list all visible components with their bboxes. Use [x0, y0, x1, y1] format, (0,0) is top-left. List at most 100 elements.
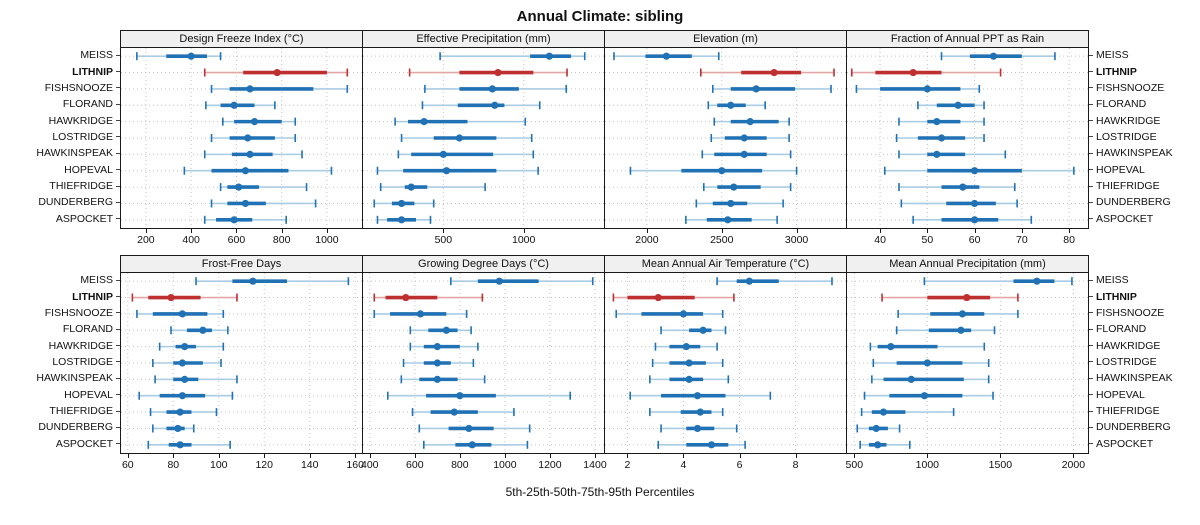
median-dot	[442, 326, 450, 334]
median-dot	[176, 441, 184, 449]
percentile-interval-thiefridge	[702, 183, 792, 192]
percentile-interval-lithnip	[408, 68, 568, 77]
axis-tick-label: 500	[434, 234, 453, 246]
median-dot	[740, 150, 748, 158]
median-dot	[874, 441, 882, 449]
percentile-interval-aspocket	[376, 215, 432, 224]
panel-row-bottom: MEISS LITHNIP FISHSNOOZE FLORAND HAWKRIDGE LO…	[0, 255, 1200, 454]
panel-strip-elevation-m-: Elevation (m)	[605, 31, 846, 48]
median-dot	[450, 408, 458, 416]
axis-tick-label: 400	[182, 234, 200, 246]
percentile-interval-thiefridge	[860, 408, 955, 417]
percentile-interval-hawkinspeak	[154, 375, 238, 384]
site-label-left-hopeval: HOPEVAL	[0, 162, 120, 178]
axis-tickmark	[646, 229, 648, 233]
percentile-interval-lostridge	[402, 359, 475, 367]
panel-title: Mean Annual Precipitation (mm)	[889, 258, 1046, 270]
percentile-interval-lostridge	[152, 359, 222, 367]
site-label-left-dunderberg: DUNDERBERG	[0, 419, 120, 435]
median-dot	[181, 343, 189, 351]
median-dot	[187, 52, 195, 60]
panel-canvas	[121, 273, 362, 453]
percentile-interval-hawkridge	[409, 342, 479, 351]
percentile-interval-fishsnooze	[615, 309, 724, 318]
median-dot	[199, 326, 207, 334]
site-label-left-thiefridge: THIEFRIDGE	[0, 403, 120, 419]
median-dot	[752, 85, 760, 93]
median-dot	[654, 293, 662, 302]
axis-tickmark	[443, 229, 445, 233]
panel-canvas	[363, 273, 604, 453]
axis-tick-label: 1500	[988, 459, 1013, 471]
median-dot	[933, 118, 941, 126]
median-dot	[420, 118, 428, 126]
percentile-interval-dunderberg	[373, 199, 435, 208]
percentile-interval-hawkinspeak	[898, 150, 1007, 159]
axis-mean-annual-air-temperature-c-: 2 4 6 8	[604, 454, 847, 480]
panels-bottom: Frost-Free Days Growing Degree Days (°C) M…	[120, 255, 1089, 454]
axis-tickmark	[795, 454, 797, 458]
median-dot	[230, 216, 238, 224]
axis-tick-label: 500	[845, 459, 864, 471]
panel-strip-mean-annual-air-temperature-c-: Mean Annual Air Temperature (°C)	[605, 256, 846, 273]
axis-tick-label: 1000	[511, 234, 536, 246]
axis-tickmark	[145, 229, 147, 233]
page-title: Annual Climate: sibling	[516, 8, 684, 25]
percentile-interval-fishsnooze	[711, 84, 832, 93]
axis-tick-label: 70	[1015, 234, 1028, 246]
percentile-interval-hawkinspeak	[871, 375, 990, 384]
median-dot	[954, 101, 962, 109]
panel-title: Effective Precipitation (mm)	[416, 33, 551, 45]
percentile-interval-hawkridge	[394, 117, 527, 126]
median-dot	[235, 183, 243, 191]
median-dot	[246, 85, 254, 93]
median-dot	[167, 293, 175, 302]
percentile-interval-lithnip	[131, 293, 238, 302]
axis-growing-degree-days-c-: 400 600 800 1000 1200 1400	[361, 454, 607, 480]
axis-tick-label: 600	[227, 234, 246, 246]
percentile-interval-fishsnooze	[373, 309, 468, 318]
percentile-interval-lithnip	[881, 293, 1019, 302]
median-dot	[699, 326, 707, 334]
site-label-right-meiss: MEISS	[1089, 272, 1200, 288]
median-dot	[933, 150, 941, 158]
percentile-interval-meiss	[923, 277, 1073, 286]
percentile-interval-hawkridge	[158, 342, 225, 351]
median-dot	[970, 199, 979, 208]
site-labels-left-bottom: MEISS LITHNIP FISHSNOOZE FLORAND HAWKRIDGE LO…	[0, 255, 120, 452]
axis-tickmark	[627, 454, 629, 458]
panel-strip-growing-degree-days-c-: Growing Degree Days (°C)	[363, 256, 604, 273]
panel-strip-mean-annual-precipitation-mm-: Mean Annual Precipitation (mm)	[847, 256, 1088, 273]
percentile-interval-thiefridge	[219, 183, 308, 192]
axis-tick-label: 800	[451, 459, 469, 471]
panel-plot	[121, 273, 362, 453]
axis-tickmark	[796, 229, 798, 233]
site-label-right-meiss: MEISS	[1089, 47, 1200, 63]
median-dot	[433, 359, 441, 367]
median-dot	[468, 441, 476, 449]
median-dot	[957, 326, 965, 334]
percentile-interval-thiefridge	[149, 408, 218, 417]
median-dot	[959, 183, 967, 191]
axis-tickmark	[549, 454, 551, 458]
axis-tickmark	[504, 454, 506, 458]
median-dot	[682, 343, 690, 351]
site-label-right-dunderberg: DUNDERBERG	[1089, 194, 1200, 210]
axis-tickmark	[927, 229, 929, 233]
axis-tick-label: 60	[121, 459, 134, 471]
site-label-right-aspocket: ASPOCKET	[1089, 436, 1200, 452]
percentile-interval-lostridge	[651, 359, 724, 367]
axis-tickmark	[721, 229, 723, 233]
axis-tick-label: 80	[167, 459, 180, 471]
median-dot	[181, 375, 189, 383]
median-dot	[970, 216, 979, 224]
axis-tickmark	[594, 454, 596, 458]
panel-plot	[363, 273, 604, 453]
axis-tickmark	[1069, 229, 1071, 233]
panel-mean-annual-precipitation-mm-: Mean Annual Precipitation (mm)	[846, 255, 1089, 454]
percentile-interval-fishsnooze	[424, 84, 568, 93]
axis-row-bottom: 60 80 100 120 140 160 400 600 800 1000 1200 1400 2 4 6…	[0, 454, 1200, 480]
median-dot	[397, 199, 406, 208]
median-dot	[879, 408, 888, 416]
panel-strip-fraction-of-annual-ppt-as-rain: Fraction of Annual PPT as Rain	[847, 31, 1088, 48]
